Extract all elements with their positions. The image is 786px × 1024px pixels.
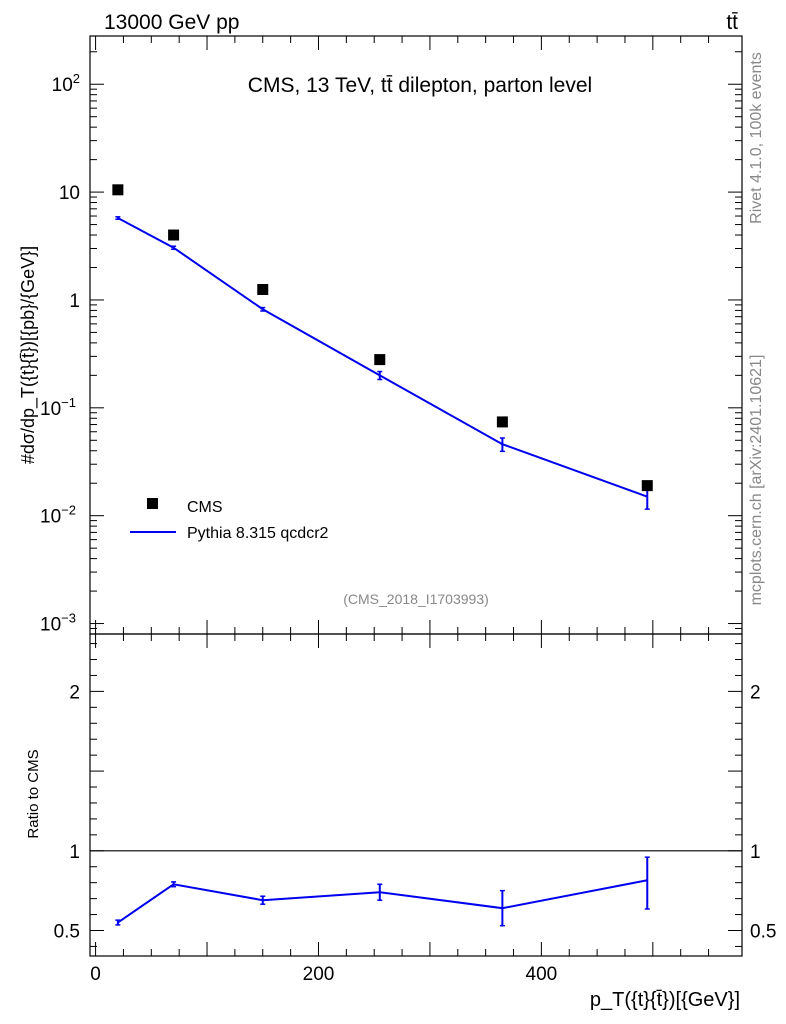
x-tick-label: 400	[526, 964, 558, 985]
x-tick-label: 200	[303, 964, 335, 985]
main-data	[112, 184, 653, 510]
pythia-line	[117, 217, 648, 498]
analysis-label: (CMS_2018_I1703993)	[343, 591, 489, 607]
ratio-y-tick-label: 2	[69, 682, 80, 703]
cms-point	[496, 416, 508, 428]
ratio-y-tick-label-right: 1	[750, 842, 761, 863]
ratio-data	[115, 856, 650, 927]
y-tick-label: 10−3	[40, 611, 76, 636]
chart-title: CMS, 13 TeV, tt̄ dilepton, parton level	[248, 74, 592, 97]
legend-label-cms: CMS	[187, 499, 223, 516]
x-axis-label: p_T({t}{t̄})[{GeV}]	[590, 989, 740, 1011]
main-y-axis-label: #dσ/dp_T({t}{t̄})[{pb}/{GeV}]	[18, 246, 39, 464]
cms-point	[168, 229, 180, 241]
y-tick-label: 1	[69, 291, 80, 312]
rivet-label: Rivet 4.1.0, 100k events	[748, 52, 765, 224]
ratio-tick-labels: 2 2 1 1 0.5 0.5	[54, 682, 777, 942]
main-frame	[89, 35, 743, 635]
main-ticks	[90, 36, 742, 635]
y-tick-label: 10−1	[40, 395, 76, 420]
legend-marker-cms	[147, 498, 158, 509]
y-tick-label: 10−2	[40, 503, 76, 528]
mcplots-label: mcplots.cern.ch [arXiv:2401.10621]	[748, 355, 765, 606]
main-panel: 102 10 1 10−1 10−2 10−3	[40, 35, 743, 636]
main-y-tick-labels: 102 10 1 10−1 10−2 10−3	[40, 71, 80, 635]
legend: CMS Pythia 8.315 qcdcr2	[130, 498, 329, 542]
x-tick-labels: 0 200 400	[90, 964, 557, 985]
ratio-y-axis-label: Ratio to CMS	[25, 749, 42, 838]
legend-label-pythia: Pythia 8.315 qcdcr2	[187, 525, 329, 542]
header-right: tt̄	[726, 11, 738, 34]
ratio-y-tick-label: 1	[69, 842, 80, 863]
y-tick-label: 102	[52, 71, 80, 96]
cms-point	[374, 354, 386, 366]
ratio-y-tick-label: 0.5	[54, 921, 80, 942]
ratio-ticks	[90, 634, 742, 956]
cms-point	[112, 184, 124, 196]
ratio-line	[117, 879, 648, 924]
x-tick-label: 0	[90, 964, 101, 985]
ratio-y-tick-label-right: 0.5	[750, 921, 776, 942]
y-tick-label: 10	[59, 183, 80, 204]
cms-point	[257, 284, 269, 296]
ratio-panel: 2 2 1 1 0.5 0.5 0 200 400	[54, 633, 777, 985]
header-left: 13000 GeV pp	[104, 11, 239, 34]
cms-point	[641, 480, 653, 492]
ratio-frame	[89, 633, 743, 957]
ratio-y-tick-label-right: 2	[750, 682, 761, 703]
